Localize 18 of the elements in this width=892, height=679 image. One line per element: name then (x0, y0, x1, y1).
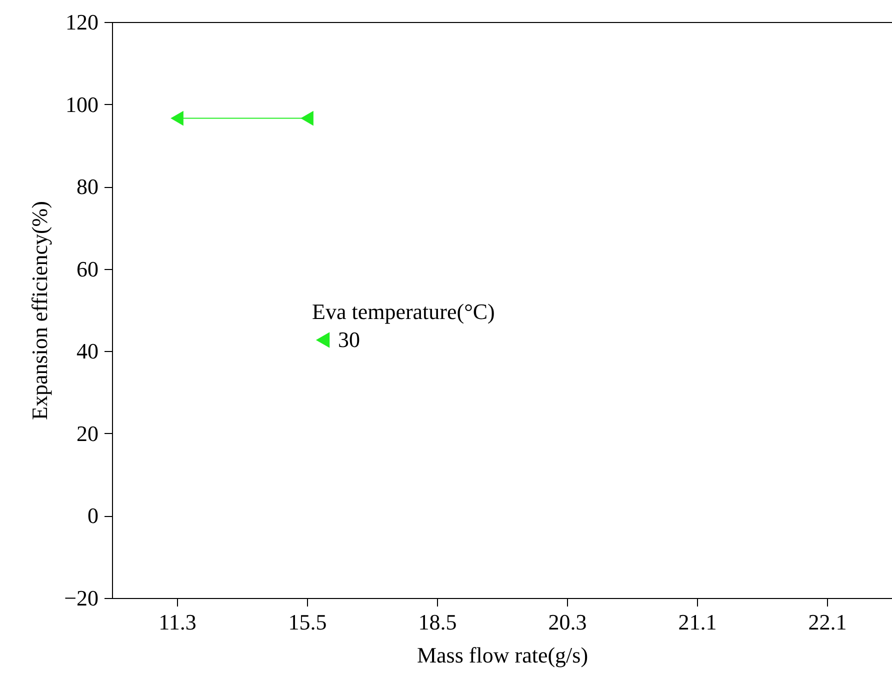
y-tick-label: 0 (88, 503, 98, 528)
x-tick-label: 11.3 (158, 610, 196, 634)
x-tick-label: 20.3 (548, 610, 587, 634)
y-tick-label: 100 (66, 92, 98, 117)
y-tick-label: 20 (76, 420, 98, 446)
x-tick-label: 15.5 (288, 610, 327, 634)
x-tick-label: 21.1 (678, 610, 717, 634)
y-axis-title: Expansion efficiency(%) (27, 201, 52, 420)
x-tick-label: 18.5 (418, 610, 457, 634)
x-tick-label: 22.1 (808, 610, 847, 634)
y-tick-label: 80 (76, 174, 98, 200)
legend-label: 30 (338, 327, 360, 352)
y-tick-label: −20 (64, 586, 98, 610)
y-tick-label: 60 (76, 256, 98, 282)
y-tick-label: 120 (66, 10, 98, 34)
x-axis-title: Mass flow rate(g/s) (416, 642, 588, 668)
legend-title: Eva temperature(°C) (312, 299, 495, 324)
y-tick-label: 40 (76, 338, 98, 364)
